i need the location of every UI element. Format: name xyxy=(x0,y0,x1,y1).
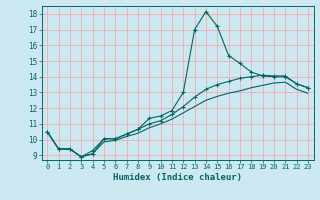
X-axis label: Humidex (Indice chaleur): Humidex (Indice chaleur) xyxy=(113,173,242,182)
